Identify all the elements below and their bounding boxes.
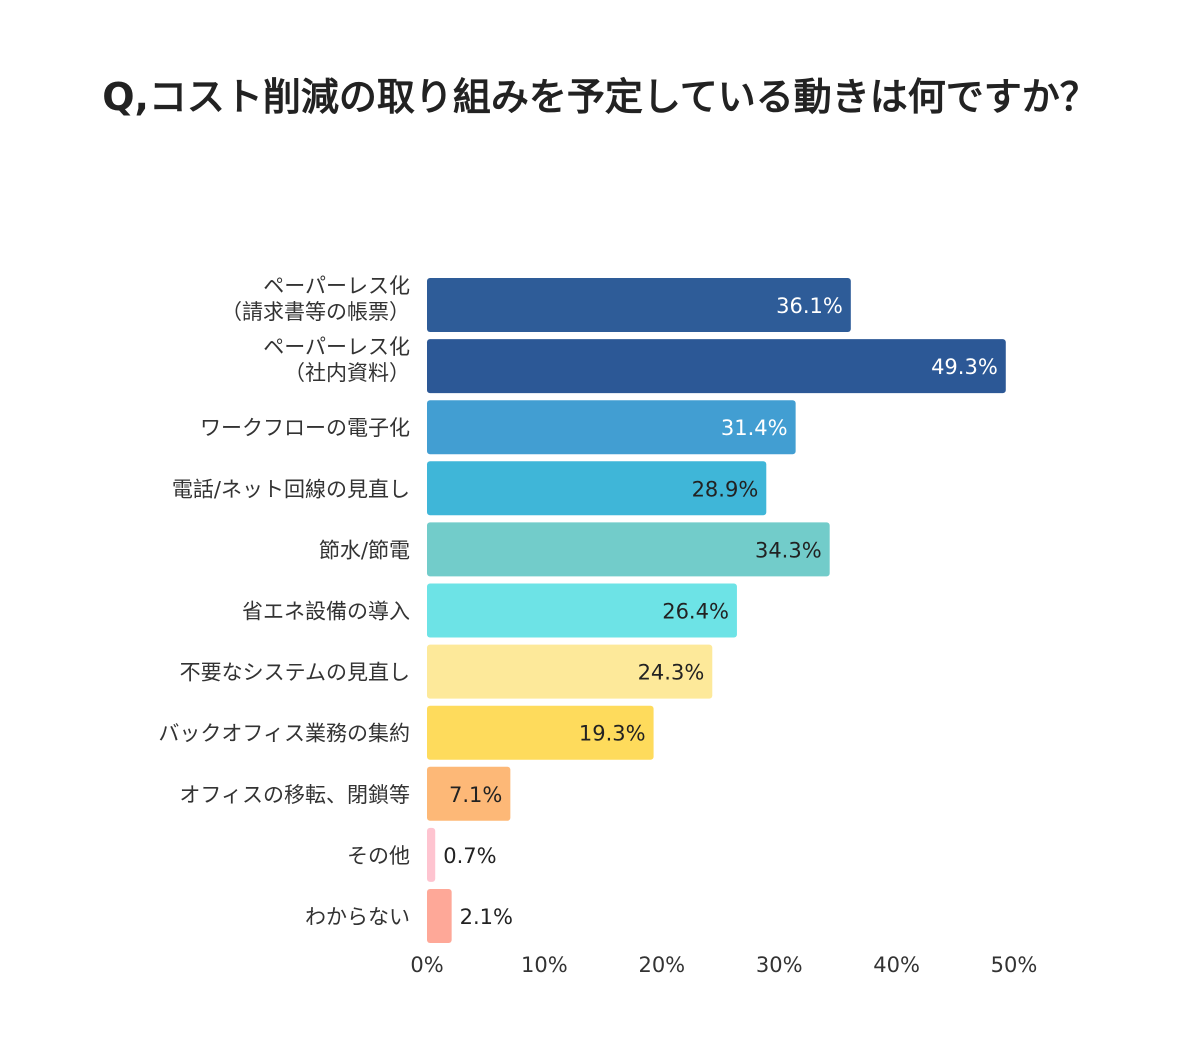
chart-title: Q,コスト削減の取り組みを予定している動きは何ですか？ [102,75,1098,119]
bar [427,827,436,882]
bar [427,644,713,699]
data-label: 2.1% [460,905,513,929]
category-label: ペーパーレス化 [263,335,410,359]
category-label: バックオフィス業務の集約 [158,722,410,746]
bar [427,889,452,943]
x-tick-label: 20% [638,953,685,977]
category-label: ペーパーレス化 [263,274,410,298]
bar [427,278,851,332]
x-tick-label: 40% [873,953,920,977]
bar [427,522,830,577]
category-label: （請求書等の帳票） [221,300,410,324]
bar [427,461,767,516]
bar [427,400,796,455]
category-label: ワークフローの電子化 [200,416,410,440]
category-label: 節水/節電 [319,538,410,562]
category-label: オフィスの移転、閉鎖等 [179,783,410,807]
x-tick-label: 0% [410,953,443,977]
bar [427,766,511,821]
data-label: 19.3% [579,722,646,746]
x-tick-label: 30% [756,953,803,977]
data-label: 26.4% [662,600,729,624]
bar [427,705,654,760]
data-label: 7.1% [449,783,502,807]
category-label: わからない [305,905,410,929]
data-label: 31.4% [721,416,788,440]
data-label: 24.3% [638,661,705,685]
x-tick-label: 50% [991,953,1038,977]
data-label: 34.3% [755,538,822,562]
data-label: 49.3% [931,355,998,379]
bar [427,583,737,638]
category-label: 電話/ネット回線の見直し [172,477,410,501]
category-label: その他 [347,844,410,868]
category-label: 不要なシステムの見直し [180,661,410,685]
x-tick-label: 10% [521,953,568,977]
data-label: 36.1% [776,294,843,318]
data-label: 28.9% [692,477,759,501]
category-label: （社内資料） [284,361,410,385]
category-label: 省エネ設備の導入 [242,600,410,624]
bar [427,339,1006,394]
data-label: 0.7% [443,844,496,868]
